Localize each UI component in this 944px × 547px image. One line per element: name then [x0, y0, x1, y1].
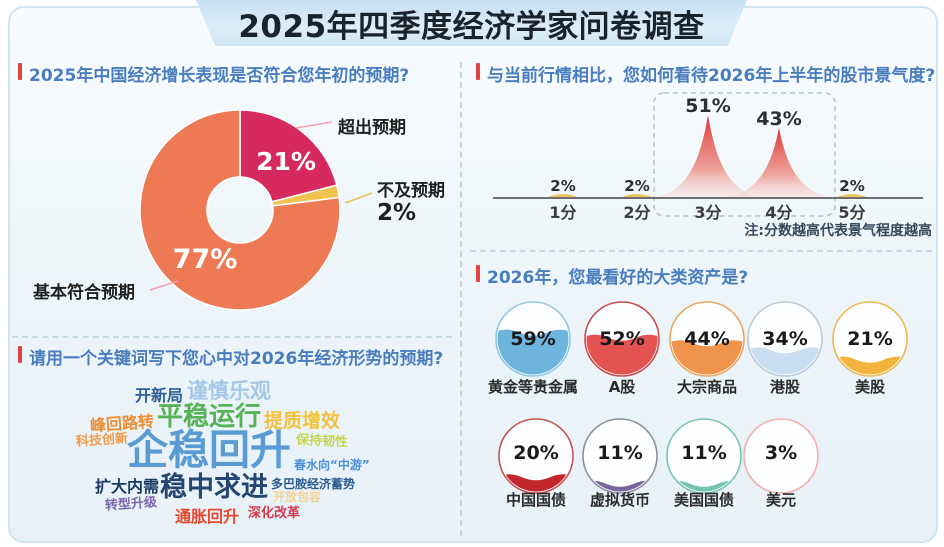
asset-gauge-2: 44%	[669, 301, 745, 377]
keyword-7: 企稳回升	[127, 426, 291, 474]
left-section-divider	[12, 336, 452, 338]
gauge-ring	[666, 418, 742, 494]
keyword-cloud: 开新局 谨慎乐观 平稳运行 提质增效 峰回路转 科技创新 保持韧性 企稳回升 春水向“中游” 扩大…	[12, 378, 460, 536]
callout-line	[344, 192, 373, 204]
heading-stock-text: 与当前行情相比，您如何看待2026年上半年的股市景气度?	[487, 66, 936, 86]
heading-accent-bar	[18, 63, 22, 80]
keyword-2: 平稳运行	[157, 402, 262, 432]
keyword-12: 开放包容	[273, 490, 322, 504]
heading-growth: 2025年中国经济增长表现是否符合您年初的预期?	[18, 61, 409, 86]
tick-2分: 2分	[623, 203, 650, 222]
peak-4分	[722, 127, 836, 198]
gauge-ring	[498, 418, 574, 494]
bump-value: 2%	[839, 177, 864, 195]
tick-5分: 5分	[838, 203, 865, 222]
heading-assets: 2026年，您最看好的大类资产是?	[476, 263, 748, 288]
keyword-11: 多巴胺经济蓄势	[271, 477, 356, 491]
gauge-value: 21%	[847, 328, 892, 350]
gauge-ring	[743, 418, 819, 494]
donut-value-1: 2%	[377, 200, 416, 226]
tick-3分: 3分	[694, 203, 721, 222]
tick-1分: 1分	[549, 203, 576, 222]
asset-label-7: 美国国债	[673, 491, 734, 509]
asset-gauge-3: 34%	[747, 301, 823, 377]
chart-note: 注:分数越高代表景气程度越高	[744, 223, 932, 239]
asset-label-8: 美元	[765, 491, 796, 509]
title-banner: 2025年四季度经济学家问卷调查	[196, 0, 747, 46]
gauge-value: 11%	[597, 442, 642, 464]
heading-keywords: 请用一个关键词写下您心中对2026年经济形势的预期?	[18, 344, 443, 369]
gauge-liquid	[586, 334, 658, 375]
gauge-ring	[832, 301, 908, 377]
gauge-value: 20%	[513, 442, 558, 464]
gauge-liquid	[668, 480, 740, 492]
keyword-9: 扩大内需	[95, 477, 160, 496]
keyword-5: 科技创新	[75, 431, 129, 450]
gauge-value: 3%	[765, 442, 797, 464]
heading-keywords-text: 请用一个关键词写下您心中对2026年经济形势的预期?	[29, 349, 444, 369]
asset-gauge-7: 11%	[666, 418, 742, 494]
keyword-1: 谨慎乐观	[187, 379, 271, 403]
heading-accent-bar	[18, 346, 22, 363]
heading-stock: 与当前行情相比，您如何看待2026年上半年的股市景气度?	[476, 61, 935, 86]
bump-value: 2%	[624, 177, 649, 195]
peak-3分	[651, 114, 765, 198]
gauge-value: 52%	[599, 328, 644, 350]
asset-label-0: 黄金等贵金属	[487, 378, 578, 396]
highlight-box	[653, 92, 836, 217]
donut-segment-0	[239, 109, 338, 203]
keyword-15: 深化改革	[248, 506, 301, 521]
heading-assets-text: 2026年，您最看好的大类资产是?	[487, 268, 749, 288]
keyword-0: 开新局	[135, 386, 184, 405]
gauge-value: 34%	[762, 328, 807, 350]
gauge-value: 59%	[510, 328, 555, 350]
heading-growth-text: 2025年中国经济增长表现是否符合您年初的预期?	[29, 66, 410, 86]
keyword-6: 保持韧性	[295, 432, 349, 451]
asset-gauge-6: 11%	[582, 418, 658, 494]
keyword-8: 春水向“中游”	[294, 458, 370, 472]
gauge-liquid	[497, 329, 569, 375]
page-title: 2025年四季度经济学家问卷调查	[238, 8, 705, 45]
asset-label-3: 港股	[769, 378, 800, 396]
donut-value-2: 77%	[173, 244, 238, 275]
donut-label-1: 不及预期	[377, 181, 445, 201]
peak-value: 51%	[685, 95, 730, 117]
keyword-14: 通胀回升	[175, 507, 240, 526]
callout-line	[295, 121, 333, 129]
donut-value-0: 21%	[256, 147, 316, 176]
donut-label-2: 基本符合预期	[32, 282, 135, 303]
keyword-13: 转型升级	[104, 495, 158, 514]
gauge-liquid	[584, 480, 656, 492]
asset-gauge-0: 59%	[495, 301, 571, 377]
gauge-value: 11%	[681, 442, 726, 464]
peak-value: 43%	[756, 108, 801, 130]
donut-segment-2	[139, 109, 341, 311]
heading-accent-bar	[476, 63, 480, 80]
keyword-3: 提质增效	[264, 410, 341, 432]
asset-label-6: 虚拟货币	[589, 491, 650, 509]
gauge-value: 44%	[684, 328, 729, 350]
gauge-ring	[582, 418, 658, 494]
asset-gauge-4: 21%	[832, 301, 908, 377]
asset-gauge-1: 52%	[584, 301, 660, 377]
asset-label-1: A股	[608, 378, 636, 396]
right-section-divider	[470, 250, 932, 252]
stock-sentiment-chart: 2% 2% 51% 43% 2% 1分 2分 3分 4分 5分	[493, 92, 923, 222]
asset-label-5: 中国国债	[505, 491, 566, 509]
asset-label-4: 美股	[854, 378, 885, 396]
tick-4分: 4分	[765, 203, 792, 222]
vertical-divider	[460, 62, 462, 536]
donut-label-0: 超出预期	[338, 117, 406, 138]
heading-accent-bar	[476, 265, 480, 282]
callout-line	[149, 280, 179, 291]
keyword-10: 稳中求进	[160, 472, 268, 503]
asset-gauge-5: 20%	[498, 418, 574, 494]
asset-gauge-8: 3%	[743, 418, 819, 494]
bump-value: 2%	[550, 177, 575, 195]
asset-label-2: 大宗商品	[676, 378, 737, 396]
